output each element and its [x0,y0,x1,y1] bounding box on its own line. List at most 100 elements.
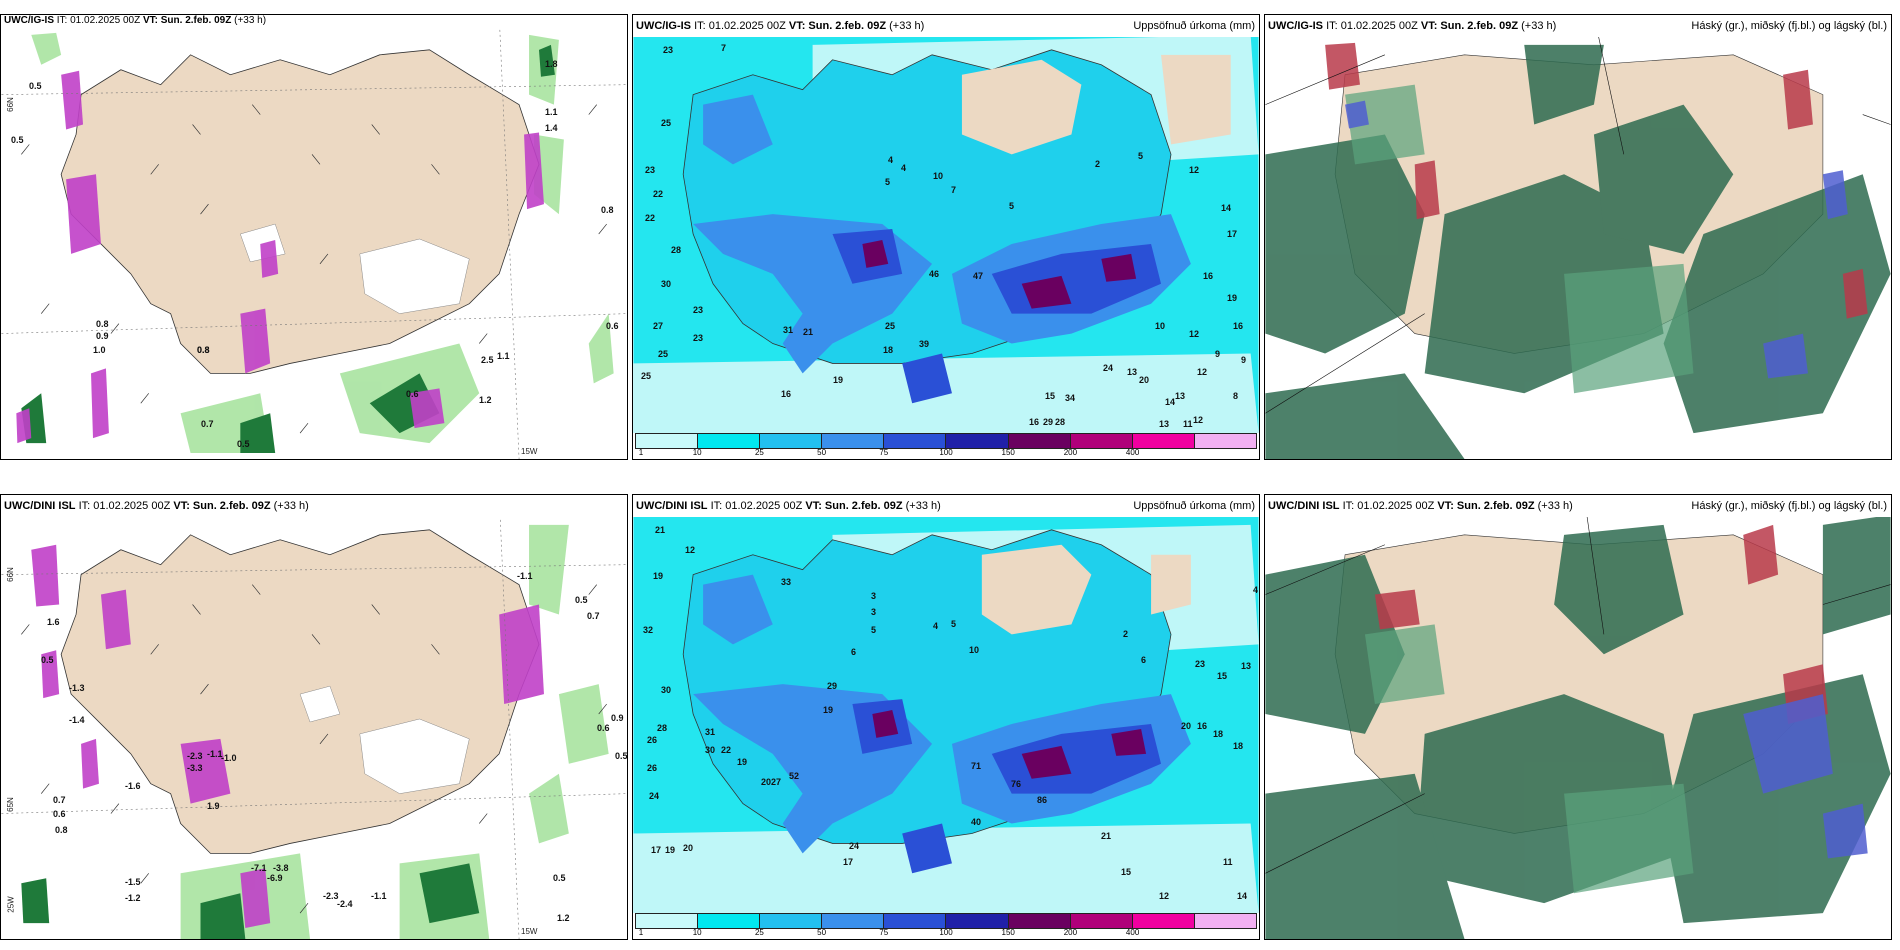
value-label: 19 [665,845,676,855]
value-label: 39 [919,339,930,349]
value-label: 5 [1009,201,1015,211]
value-label: 17 [651,845,662,855]
colorbar-tick-label: 50 [817,448,827,457]
value-label: 40 [971,817,982,827]
value-label: 23 [693,333,704,343]
value-label: 23 [645,165,656,175]
value-label: 30 [661,685,672,695]
value-label: 23 [1195,659,1206,669]
value-label: 12 [1197,367,1208,377]
value-label: 22 [645,213,656,223]
panel-header: UWC/IG-IS IT: 01.02.2025 00Z VT: Sun. 2.… [1265,15,1891,37]
value-label: 2 [1123,629,1129,639]
value-label: -1.1 [371,891,387,901]
panel-header: UWC/DINI ISL IT: 01.02.2025 00Z VT: Sun.… [1,495,627,517]
value-label: 24 [649,791,660,801]
colorbar-tick-label: 1 [638,448,644,457]
colorbar-tick-label: 100 [939,928,953,937]
lat-label: 66N [5,567,15,582]
value-label: 4 [888,155,894,165]
value-label: 1.6 [47,617,60,627]
value-label: -1.1 [517,571,533,581]
value-label: -1.3 [69,683,85,693]
value-label: 18 [883,345,894,355]
value-label: -2.3 [323,891,339,901]
value-label: 29 [827,681,838,691]
value-label: -1.2 [125,893,141,903]
value-label: 22 [721,745,732,755]
colorbar-swatch [636,434,699,448]
map-wind-precip-top [1,15,627,459]
colorbar-swatch [946,434,1009,448]
value-label: -1.6 [125,781,141,791]
value-label: 0.5 [575,595,588,605]
value-label: 9 [1241,355,1247,365]
colorbar-tick-label: 400 [1125,448,1140,457]
value-label: 0.7 [53,795,66,805]
value-label: 0.5 [615,751,628,761]
value-label: 21 [1101,831,1112,841]
colorbar-swatch [822,914,885,928]
value-label: 20 [683,843,694,853]
value-label: 0.9 [96,331,109,341]
value-label: 8 [1233,391,1239,401]
value-label: 25 [885,321,896,331]
panel-ig-is-precip: UWC/IG-IS IT: 01.02.2025 00Z VT: Sun. 2.… [632,14,1260,460]
colorbar-ticks: 1 10 25 50 75 100 150 200 400 [635,448,1257,458]
value-label: 27 [653,321,664,331]
value-label: 25 [658,349,669,359]
value-label: 21 [655,525,666,535]
value-label: 21 [803,327,814,337]
colorbar-tick-label: 150 [1001,448,1015,457]
value-label: 16 [1197,721,1208,731]
value-label: 0.5 [41,655,54,665]
value-label: 9 [1215,349,1221,359]
colorbar-swatch [760,914,823,928]
value-label: 25 [661,118,672,128]
value-label: 0.8 [96,319,109,329]
colorbar-swatch [884,914,947,928]
value-label: 12 [1159,891,1170,901]
value-label: 30 [661,279,672,289]
value-label: 4 [901,163,907,173]
colorbar-swatch [1194,434,1256,448]
value-label: 29 [1043,417,1054,427]
colorbar-swatch [884,434,947,448]
value-label: 0.6 [406,389,419,399]
value-label: 28 [657,723,668,733]
map-accumulated-precip-top [633,15,1259,459]
value-label: 1.9 [207,801,220,811]
colorbar-tick-label: 200 [1063,928,1078,937]
value-label: 6 [1141,655,1147,665]
colorbar-swatch [760,434,823,448]
panel-header: UWC/IG-IS IT: 01.02.2025 00Z VT: Sun. 2.… [1,15,627,29]
value-label: 4 [933,621,939,631]
value-label: -3.3 [187,763,203,773]
lon-label: 15W [521,447,538,456]
value-label: 1.1 [545,107,558,117]
value-label: 14 [1165,397,1176,407]
value-label: 2.5 [481,355,494,365]
colorbar-swatch [822,434,885,448]
value-label: 0.7 [587,611,600,621]
map-cloud-cover-top [1265,15,1891,459]
colorbar-swatch [946,914,1009,928]
value-label: 47 [973,271,984,281]
value-label: 1.1 [497,351,510,361]
colorbar-swatch [1008,914,1071,928]
colorbar-swatches [635,433,1257,449]
value-label: 19 [737,757,748,767]
value-label: 30 [705,745,716,755]
value-label: 31 [705,727,716,737]
value-label: 0.7 [201,419,214,429]
value-label: 5 [1138,151,1144,161]
value-label: 11 [1183,419,1193,429]
colorbar-swatch [1008,434,1071,448]
value-label: 2 [1095,159,1101,169]
value-label: 1.0 [93,345,106,355]
value-label: 0.5 [553,873,566,883]
value-label: 13 [1127,367,1138,377]
value-label: -1.0 [221,753,237,763]
value-label: 16 [781,389,792,399]
value-label: 20 [1139,375,1150,385]
